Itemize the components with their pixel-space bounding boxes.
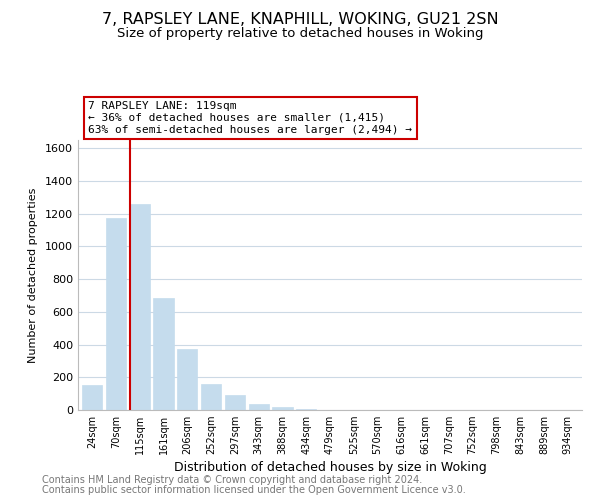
Bar xyxy=(130,204,150,410)
Bar xyxy=(248,404,269,410)
Bar xyxy=(154,298,173,410)
Bar xyxy=(201,384,221,410)
Bar xyxy=(82,386,103,410)
Text: Contains HM Land Registry data © Crown copyright and database right 2024.: Contains HM Land Registry data © Crown c… xyxy=(42,475,422,485)
Bar xyxy=(177,348,197,410)
X-axis label: Distribution of detached houses by size in Woking: Distribution of detached houses by size … xyxy=(173,462,487,474)
Bar xyxy=(106,218,126,410)
Text: Contains public sector information licensed under the Open Government Licence v3: Contains public sector information licen… xyxy=(42,485,466,495)
Bar xyxy=(272,406,293,410)
Text: 7 RAPSLEY LANE: 119sqm
← 36% of detached houses are smaller (1,415)
63% of semi-: 7 RAPSLEY LANE: 119sqm ← 36% of detached… xyxy=(88,102,412,134)
Bar xyxy=(225,396,245,410)
Bar xyxy=(296,409,316,410)
Text: 7, RAPSLEY LANE, KNAPHILL, WOKING, GU21 2SN: 7, RAPSLEY LANE, KNAPHILL, WOKING, GU21 … xyxy=(101,12,499,28)
Text: Size of property relative to detached houses in Woking: Size of property relative to detached ho… xyxy=(117,28,483,40)
Y-axis label: Number of detached properties: Number of detached properties xyxy=(28,188,38,362)
